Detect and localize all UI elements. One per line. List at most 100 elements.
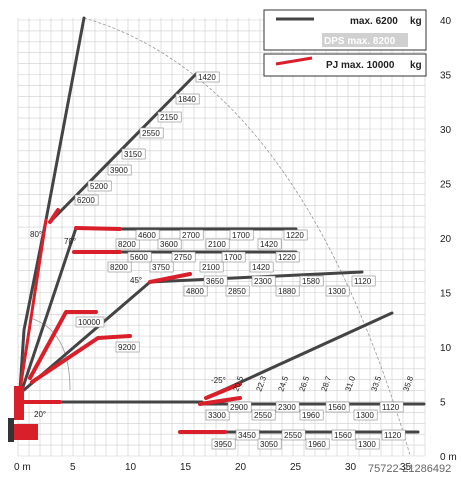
svg-text:3750: 3750 xyxy=(152,263,170,272)
y-tick-label: 35 xyxy=(440,71,452,82)
svg-text:2550: 2550 xyxy=(254,411,272,420)
load-label: 1300 xyxy=(353,409,378,421)
load-labels: 6200520039003150255021501840142082004600… xyxy=(74,71,415,450)
load-label: 1120 xyxy=(351,275,376,287)
svg-text:1960: 1960 xyxy=(302,411,320,420)
angle-45: 45° xyxy=(130,276,142,285)
load-label: 1300 xyxy=(325,285,350,297)
boom-segment xyxy=(28,310,98,380)
y-tick-label: 0 m xyxy=(440,452,457,463)
reach-arc-small xyxy=(29,317,71,391)
load-label: 2300 xyxy=(275,401,300,413)
reach-label: 22.3 xyxy=(254,374,268,392)
svg-text:8200: 8200 xyxy=(110,263,128,272)
load-label: 3650 xyxy=(203,275,228,287)
svg-text:3450: 3450 xyxy=(238,431,256,440)
angle-70: 70° xyxy=(64,237,76,246)
x-tick-label: 5 xyxy=(70,462,76,473)
svg-text:4600: 4600 xyxy=(138,231,156,240)
load-label: 2100 xyxy=(205,238,230,250)
load-label: 4800 xyxy=(183,285,208,297)
load-label: 1420 xyxy=(249,261,274,273)
boom-segment xyxy=(30,334,132,384)
load-label: 1560 xyxy=(325,401,350,413)
load-label: 1420 xyxy=(257,238,282,250)
load-label: 3450 xyxy=(235,429,260,441)
legend-max-6200: max. 6200 xyxy=(350,16,398,27)
load-label: 1880 xyxy=(275,285,300,297)
svg-text:1580: 1580 xyxy=(302,277,320,286)
load-label: 3600 xyxy=(157,238,182,250)
svg-text:3300: 3300 xyxy=(208,411,226,420)
x-axis-labels: 0 m 5 10 15 20 25 30 35 xyxy=(14,462,412,473)
x-tick-label: 25 xyxy=(290,462,302,473)
x-tick-label: 10 xyxy=(125,462,137,473)
load-label: 10000 xyxy=(75,316,105,328)
boom-lines xyxy=(18,16,426,434)
svg-text:1880: 1880 xyxy=(278,287,296,296)
svg-text:2150: 2150 xyxy=(160,113,178,122)
svg-text:2700: 2700 xyxy=(182,231,200,240)
svg-text:5200: 5200 xyxy=(90,182,108,191)
load-label: 2300 xyxy=(251,275,276,287)
svg-text:3050: 3050 xyxy=(260,440,278,449)
load-label: 2550 xyxy=(281,429,306,441)
svg-text:3650: 3650 xyxy=(206,277,224,286)
reach-label: 26.5 xyxy=(297,374,311,392)
load-label: 1960 xyxy=(305,438,330,450)
svg-text:3950: 3950 xyxy=(214,440,232,449)
x-tick-label: 30 xyxy=(345,462,357,473)
legend-pj-max: PJ max. 10000 xyxy=(326,60,395,71)
load-label: 3900 xyxy=(107,164,132,176)
reach-label: 31.0 xyxy=(343,374,357,392)
load-label: 6200 xyxy=(74,194,99,206)
y-axis-labels: 0 m 5 10 15 20 25 30 35 40 xyxy=(440,16,457,463)
svg-text:6200: 6200 xyxy=(77,196,95,205)
load-label: 1300 xyxy=(355,438,380,450)
load-label: 9200 xyxy=(115,341,140,353)
svg-text:1700: 1700 xyxy=(224,253,242,262)
y-tick-label: 30 xyxy=(440,125,452,136)
svg-text:1120: 1120 xyxy=(382,403,400,412)
angle-minus25: -25° xyxy=(211,376,226,385)
load-label: 2100 xyxy=(199,261,224,273)
load-label: 5600 xyxy=(127,251,152,263)
svg-text:1840: 1840 xyxy=(178,95,196,104)
svg-text:2300: 2300 xyxy=(278,403,296,412)
svg-text:1700: 1700 xyxy=(232,231,250,240)
svg-text:2100: 2100 xyxy=(202,263,220,272)
svg-text:1220: 1220 xyxy=(286,231,304,240)
y-tick-label: 40 xyxy=(440,16,452,27)
load-label: 1700 xyxy=(221,251,246,263)
svg-text:2850: 2850 xyxy=(228,287,246,296)
load-label: 3950 xyxy=(211,438,236,450)
boom-segment xyxy=(18,16,86,392)
load-label: 2550 xyxy=(139,127,164,139)
load-label: 1420 xyxy=(195,71,220,83)
boom-segment xyxy=(48,72,198,224)
load-label: 2900 xyxy=(227,401,252,413)
load-label: 1580 xyxy=(299,275,324,287)
svg-text:1120: 1120 xyxy=(384,431,402,440)
reach-envelope xyxy=(83,17,411,456)
x-tick-label: 35 xyxy=(400,462,412,473)
svg-text:10000: 10000 xyxy=(78,318,101,327)
boom-segment xyxy=(18,218,48,392)
load-label: 4600 xyxy=(135,229,160,241)
load-label: 1120 xyxy=(379,401,404,413)
load-label: 8200 xyxy=(115,238,140,250)
svg-text:1420: 1420 xyxy=(260,240,278,249)
svg-text:1300: 1300 xyxy=(358,440,376,449)
svg-text:1560: 1560 xyxy=(334,431,352,440)
svg-text:1960: 1960 xyxy=(308,440,326,449)
reach-label: 35.8 xyxy=(401,374,415,392)
svg-text:1560: 1560 xyxy=(328,403,346,412)
legend-unit-kg-1: kg xyxy=(410,16,422,27)
crane-base xyxy=(8,386,38,442)
svg-text:3150: 3150 xyxy=(124,150,142,159)
watermark: 75722-21286492 xyxy=(368,463,451,475)
reach-label: 28.7 xyxy=(319,374,333,392)
svg-text:9200: 9200 xyxy=(118,343,136,352)
load-label: 1560 xyxy=(331,429,356,441)
